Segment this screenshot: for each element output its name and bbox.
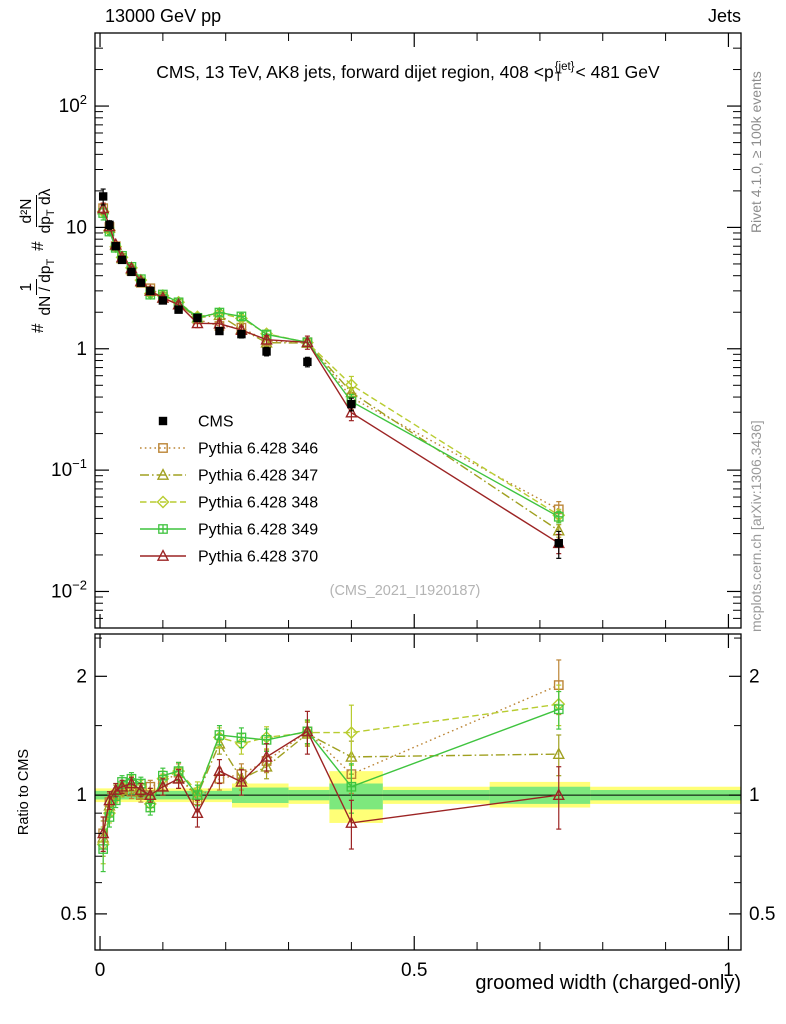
pt-jet-subscript: T xyxy=(554,72,562,85)
x-axis-label: groomed width (charged-only) xyxy=(475,972,741,994)
pt-jet-symbol: {jet} T xyxy=(555,62,575,84)
ratio-y-tick-label-right: 0.5 xyxy=(749,904,775,925)
analysis-category-label: Jets xyxy=(707,6,741,26)
marker-triangle-open xyxy=(345,816,358,828)
x-tick-label: 1 xyxy=(723,960,734,981)
main-y-tick-label: 1 xyxy=(76,339,87,360)
main-y-tick-label: 102 xyxy=(59,92,87,117)
main-y-axis-label: # 1 dN / dpT # d²N dpT dλ xyxy=(6,33,70,333)
marker-square-filled xyxy=(215,326,224,336)
marker-square-filled xyxy=(117,255,127,265)
marker-triangle-open xyxy=(260,332,273,345)
marker-triangle-open xyxy=(552,788,565,800)
marker-triangle-open xyxy=(191,806,204,819)
marker-square-filled xyxy=(146,286,155,296)
marker-triangle-open xyxy=(156,779,170,792)
marker-square-filled xyxy=(554,538,563,548)
main-y-tick-label: 10−1 xyxy=(51,456,87,481)
main-y-tick-label: 10−2 xyxy=(51,577,87,602)
marker-diamond-open xyxy=(344,378,358,392)
main-panel-frame xyxy=(94,32,742,629)
legend-label: Pythia 6.428 346 xyxy=(198,441,318,458)
legend-label: Pythia 6.428 349 xyxy=(198,522,318,539)
marker-triangle-open xyxy=(125,776,138,789)
marker-square-filled xyxy=(174,305,183,314)
marker-triangle-open xyxy=(97,201,110,214)
series-line-main xyxy=(102,211,560,516)
marker-triangle-open xyxy=(144,788,157,800)
ratio-panel-frame xyxy=(94,633,742,951)
marker-square-filled xyxy=(262,347,271,356)
marker-square-filled xyxy=(136,278,146,287)
series-line-main xyxy=(102,212,560,518)
marker-triangle-open xyxy=(345,405,358,418)
marker-triangle-open xyxy=(552,747,565,760)
marker-triangle-open xyxy=(301,335,314,348)
marker-square-filled xyxy=(127,267,136,277)
legend-label: Pythia 6.428 370 xyxy=(198,549,318,566)
marker-triangle-open xyxy=(134,783,148,795)
marker-triangle-open xyxy=(301,724,314,737)
panel-title: CMS, 13 TeV, AK8 jets, forward dijet reg… xyxy=(75,62,741,84)
legend-label: Pythia 6.428 347 xyxy=(198,468,318,485)
ratio-y-tick-label-left: 2 xyxy=(76,666,87,687)
hash-symbol: # xyxy=(28,241,47,251)
marker-square-filled xyxy=(237,329,246,339)
marker-diamond-open xyxy=(156,495,170,509)
marker-triangle-open xyxy=(115,779,129,792)
marker-square-filled xyxy=(111,242,120,251)
series-line-main xyxy=(102,207,560,544)
marker-square-filled xyxy=(105,220,114,230)
marker-triangle-open xyxy=(260,749,273,762)
series-line-ratio xyxy=(102,684,560,834)
marker-triangle-open xyxy=(191,316,204,329)
marker-square-filled xyxy=(193,313,202,322)
marker-square-filled xyxy=(158,296,168,305)
x-tick-label: 0.5 xyxy=(401,960,427,981)
analysis-id-watermark: (CMS_2021_I1920187) xyxy=(329,583,481,599)
hash-symbol: # xyxy=(28,323,47,333)
panel-title-pre: CMS, 13 TeV, AK8 jets, forward dijet reg… xyxy=(156,62,554,82)
x-tick-label: 0 xyxy=(95,960,106,981)
marker-diamond-open xyxy=(344,726,358,740)
marker-triangle-open xyxy=(172,771,185,784)
main-y-tick-label: 10 xyxy=(66,217,87,238)
marker-square-filled xyxy=(98,192,108,201)
series-line-main xyxy=(102,209,560,532)
marker-square-open xyxy=(158,443,168,453)
ratio-y-tick-label-left: 0.5 xyxy=(61,904,87,925)
ratio-y-tick-label-right: 2 xyxy=(749,666,760,687)
panel-title-post: < 481 GeV xyxy=(575,62,660,82)
ratio-y-axis-label: Ratio to CMS xyxy=(16,748,32,836)
marker-square-filled xyxy=(158,416,168,426)
legend-label: CMS xyxy=(198,414,234,431)
beam-energy-label: 13000 GeV pp xyxy=(105,6,222,26)
legend-label: Pythia 6.428 348 xyxy=(198,495,318,512)
normalization-fraction: 1 dN / dpT xyxy=(18,258,58,316)
ratio-y-tick-label-right: 1 xyxy=(749,785,760,806)
marker-triangle-open xyxy=(125,779,138,792)
marker-triangle-open xyxy=(235,774,248,787)
rivet-version-note: Rivet 4.1.0, ≥ 100k events xyxy=(748,71,764,233)
marker-triangle-open xyxy=(103,793,116,806)
differential-fraction: d²N dpT dλ xyxy=(18,188,58,234)
mcplots-reference-note: mcplots.cern.ch [arXiv:1306.3436] xyxy=(748,420,764,632)
marker-triangle-open xyxy=(213,764,226,777)
marker-triangle-open xyxy=(97,826,110,839)
series-line-main xyxy=(102,207,560,511)
marker-triangle-open xyxy=(156,549,170,561)
ratio-y-tick-label-left: 1 xyxy=(76,785,87,806)
marker-square-filled xyxy=(347,399,356,409)
marker-triangle-open xyxy=(156,468,170,480)
marker-square-filled xyxy=(303,357,312,367)
pt-jet-superscript: {jet} xyxy=(554,61,575,74)
